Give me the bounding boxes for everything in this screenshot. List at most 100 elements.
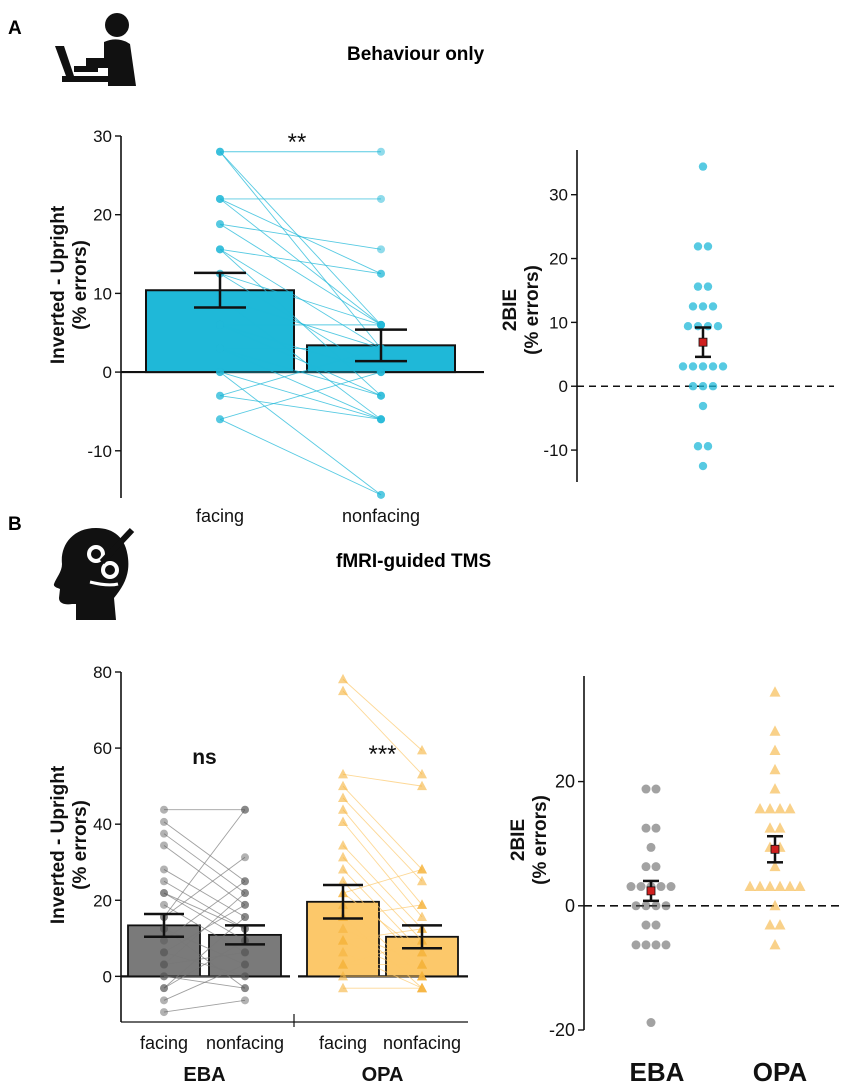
b-paired-line-opa <box>342 809 423 906</box>
b-point-eba-facing <box>160 996 168 1005</box>
b-x-label-opa-facing: facing <box>319 1033 367 1053</box>
b-point-eba-facing <box>160 984 168 993</box>
b-paired-line-opa <box>342 940 423 977</box>
b-point-eba-facing <box>160 877 168 886</box>
a-point-facing <box>216 245 224 254</box>
a-paired-line <box>219 248 382 275</box>
b-paired-line-eba <box>163 880 246 930</box>
a-2bie-point <box>693 242 703 251</box>
b-paired-line-opa <box>342 951 423 989</box>
b-2bie-y-tick-label: 20 <box>555 772 575 792</box>
b-point-eba-facing <box>160 936 168 945</box>
b-paired-line-eba <box>163 892 246 965</box>
a-2bie-y-tick-label: 0 <box>559 377 568 396</box>
a-point-nonfacing <box>377 245 385 254</box>
b-point-eba-nonfacing <box>241 913 249 921</box>
b-2bie-point-opa <box>769 686 781 697</box>
a-point-nonfacing <box>377 320 385 329</box>
a-paired-line <box>219 151 382 349</box>
a-point-nonfacing <box>377 490 385 499</box>
b-point-opa-nonfacing <box>417 970 427 981</box>
b-2bie-point-opa <box>769 860 781 872</box>
b-2bie-point-opa <box>769 899 781 911</box>
b-paired-line-opa <box>342 928 423 965</box>
b-2bie-point-opa <box>764 880 776 891</box>
a-point-facing <box>216 368 224 377</box>
b-point-eba-nonfacing <box>241 948 249 957</box>
a-bars-ylabel: Inverted - Upright <box>48 205 69 364</box>
b-x-label-opa-nonfacing: nonfacing <box>383 1033 461 1053</box>
b-point-opa-facing <box>338 946 348 957</box>
b-point-eba-facing <box>160 829 168 838</box>
b-point-eba-facing <box>160 865 168 874</box>
b-paired-line-opa <box>342 869 423 894</box>
a-2bie-point <box>703 322 713 331</box>
b-x-label-eba-nonfacing: nonfacing <box>206 1033 284 1053</box>
b-point-eba-nonfacing <box>241 984 249 993</box>
b-paired-line-opa <box>342 785 423 870</box>
b-point-opa-facing <box>338 982 348 993</box>
a-point-facing <box>216 220 224 229</box>
b-group-label-eba: EBA <box>183 1064 225 1085</box>
a-2bie-y-tick-label: 30 <box>549 186 568 205</box>
b-paired-line-eba <box>163 964 246 1001</box>
b-2bie-point-eba <box>651 823 661 833</box>
a-2bie-point <box>708 382 718 391</box>
b-point-eba-nonfacing <box>241 960 249 969</box>
panel-a-letter: A <box>8 18 22 39</box>
b-point-opa-facing <box>338 923 348 933</box>
b-point-opa-nonfacing <box>417 946 427 957</box>
a-paired-line <box>219 418 382 496</box>
b-point-eba-facing <box>160 805 168 814</box>
b-2bie-point-opa <box>774 919 786 930</box>
a-2bie-y-tick-label: 20 <box>549 250 568 269</box>
a-point-facing <box>216 320 224 329</box>
a-2bie-point <box>678 362 688 371</box>
b-2bie-point-eba <box>666 882 676 892</box>
a-point-nonfacing <box>377 194 385 203</box>
b-2bie-point-eba <box>651 940 661 950</box>
b-paired-line-opa <box>342 892 423 953</box>
b-2bie-point-eba <box>641 901 651 911</box>
a-paired-line <box>219 223 382 250</box>
b-point-eba-facing <box>160 972 168 981</box>
b-2bie-point-opa <box>769 938 781 950</box>
a-bars-y-tick-label: 10 <box>93 284 112 303</box>
b-paired-line-eba <box>163 928 246 965</box>
b-paired-line-eba <box>163 928 246 989</box>
b-2bie-point-eba <box>646 842 656 852</box>
b-2bie-point-opa <box>769 763 781 775</box>
b-paired-line-eba <box>163 845 246 906</box>
a-2bie-point <box>698 362 708 371</box>
panel-a-title: Behaviour only <box>347 44 485 65</box>
b-2bie-mean-marker-opa <box>770 844 780 854</box>
a-x-label-facing: facing <box>196 506 244 526</box>
a-2bie-mean-marker <box>698 337 708 347</box>
b-2bie-ylabel2: (% errors) <box>530 795 551 885</box>
b-bars-y-tick-label: 60 <box>93 739 112 758</box>
b-point-eba-nonfacing <box>241 877 249 886</box>
b-2bie-mean-marker-eba <box>646 886 656 896</box>
b-2bie-point-eba <box>661 940 671 950</box>
b-2bie-point-eba <box>651 784 661 794</box>
b-point-eba-facing <box>160 972 168 981</box>
b-paired-line-opa <box>342 773 423 787</box>
a-x-label-nonfacing: nonfacing <box>342 506 420 526</box>
b-point-eba-facing <box>160 900 168 909</box>
b-point-eba-facing <box>160 889 168 898</box>
b-point-eba-facing <box>160 889 168 898</box>
a-paired-line <box>219 297 382 420</box>
b-2bie-point-opa <box>764 802 776 814</box>
b-2bie-point-opa <box>769 744 781 755</box>
b-point-eba-nonfacing <box>241 853 249 862</box>
a-significance: ** <box>288 129 307 156</box>
b-significance-opa: *** <box>368 741 396 768</box>
b-point-opa-facing <box>338 685 348 696</box>
a-paired-line <box>219 371 382 496</box>
b-point-opa-nonfacing <box>417 744 427 755</box>
b-2bie-point-opa <box>784 802 796 814</box>
a-paired-line <box>219 223 382 326</box>
b-2bie-point-eba <box>636 882 646 892</box>
b-2bie-point-eba <box>656 882 666 892</box>
